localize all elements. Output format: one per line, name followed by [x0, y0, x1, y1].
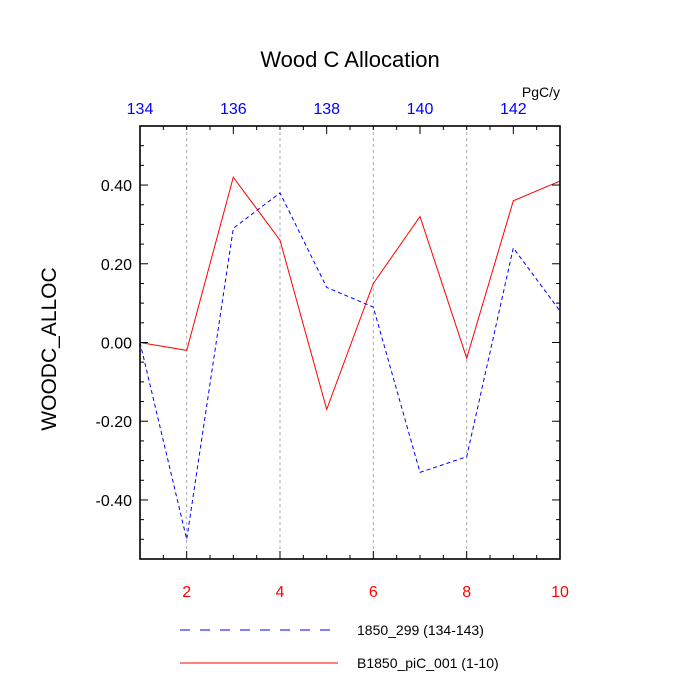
x-bottom-tick-label: 4 [276, 584, 285, 601]
legend-label: 1850_299 (134-143) [357, 622, 484, 638]
y-tick-label: 0.40 [101, 178, 132, 195]
series-line-red-solid [139, 176, 561, 412]
plot-frame [139, 125, 561, 560]
legend: 1850_299 (134-143) B1850_piC_001 (1-10) [180, 622, 499, 671]
x-top-tick-label: 138 [313, 101, 340, 118]
tick-labels: -0.40 -0.20 0.00 0.20 0.40 2 4 6 8 10 134 136 138 140… [96, 101, 569, 601]
chart-title: Wood C Allocation [260, 47, 439, 72]
x-top-tick-label: 140 [407, 101, 434, 118]
axis-ticks [139, 126, 561, 559]
y-tick-label: -0.20 [96, 414, 133, 431]
units-label: PgC/y [522, 84, 560, 100]
series-line-blue-dashed [139, 192, 561, 540]
x-bottom-tick-label: 8 [462, 584, 471, 601]
x-bottom-tick-label: 10 [551, 584, 569, 601]
x-bottom-tick-label: 2 [182, 584, 191, 601]
x-bottom-tick-label: 6 [369, 584, 378, 601]
y-axis-label: WOODC_ALLOC [38, 267, 61, 430]
x-top-tick-label: 136 [220, 101, 247, 118]
series-lines [139, 176, 561, 540]
x-top-tick-label: 142 [500, 101, 527, 118]
legend-label: B1850_piC_001 (1-10) [357, 655, 499, 671]
grid-lines [186, 126, 468, 559]
y-tick-label: -0.40 [96, 493, 133, 510]
y-tick-label: 0.00 [101, 336, 132, 353]
x-top-tick-label: 134 [127, 101, 154, 118]
y-tick-label: 0.20 [101, 257, 132, 274]
